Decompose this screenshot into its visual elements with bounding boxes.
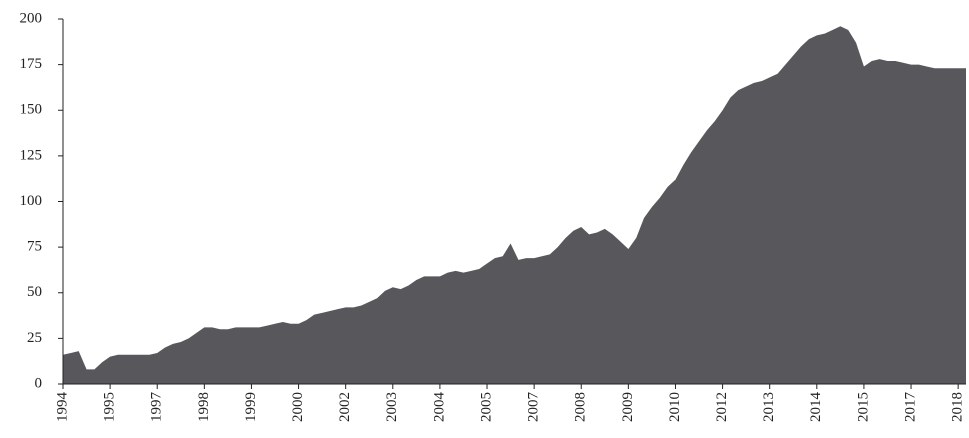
y-tick-label: 175: [20, 56, 43, 72]
x-tick-label: 2012: [714, 392, 730, 422]
area: [63, 26, 966, 385]
y-tick-label: 125: [20, 147, 43, 163]
x-tick-label: 2000: [290, 392, 306, 422]
y-tick-label: 150: [20, 102, 43, 118]
x-tick-label: 2013: [761, 392, 777, 422]
x-tick-label: 2010: [667, 392, 683, 422]
y-tick-label: 50: [27, 284, 42, 300]
y-tick-label: 25: [27, 330, 42, 346]
x-tick-label: 2003: [384, 392, 400, 422]
x-tick-label: 1999: [243, 392, 259, 422]
x-tick-label: 1997: [149, 392, 165, 423]
x-tick-label: 2015: [855, 392, 871, 422]
y-tick-label: 100: [20, 193, 43, 209]
x-tick-label: 1998: [196, 392, 212, 422]
x-tick-label: 2005: [478, 392, 494, 422]
y-tick-label: 75: [27, 239, 42, 255]
x-tick-label: 2018: [950, 392, 966, 422]
x-tick-label: 2004: [431, 392, 447, 423]
x-tick-label: 2009: [620, 392, 636, 422]
y-tick-label: 200: [20, 10, 43, 26]
y-tick-label: 0: [35, 375, 43, 391]
x-tick-label: 2017: [902, 392, 918, 423]
x-tick-label: 2002: [337, 392, 353, 422]
x-tick-label: 1995: [102, 392, 118, 422]
x-tick-label: 2014: [808, 392, 824, 423]
x-tick-label: 2007: [526, 392, 542, 423]
x-tick-label: 1994: [54, 392, 70, 423]
x-tick-label: 2008: [573, 392, 589, 422]
